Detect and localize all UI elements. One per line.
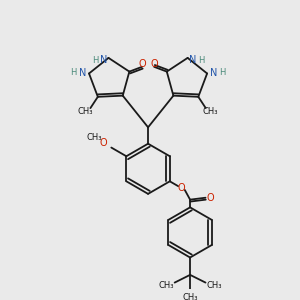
Text: N: N: [100, 55, 107, 65]
Text: H: H: [70, 68, 77, 77]
Text: N: N: [210, 68, 218, 79]
Text: O: O: [206, 193, 214, 203]
Text: O: O: [138, 59, 146, 69]
Text: CH₃: CH₃: [206, 281, 222, 290]
Text: O: O: [100, 138, 108, 148]
Text: CH₃: CH₃: [78, 107, 93, 116]
Text: H: H: [92, 56, 98, 65]
Text: CH₃: CH₃: [182, 292, 198, 300]
Text: H: H: [198, 56, 204, 65]
Text: CH₃: CH₃: [203, 107, 218, 116]
Text: CH₃: CH₃: [87, 134, 102, 142]
Text: N: N: [189, 55, 196, 65]
Text: CH₃: CH₃: [158, 281, 174, 290]
Text: O: O: [150, 59, 158, 69]
Text: H: H: [219, 68, 226, 77]
Text: O: O: [178, 183, 185, 193]
Text: N: N: [79, 68, 86, 79]
